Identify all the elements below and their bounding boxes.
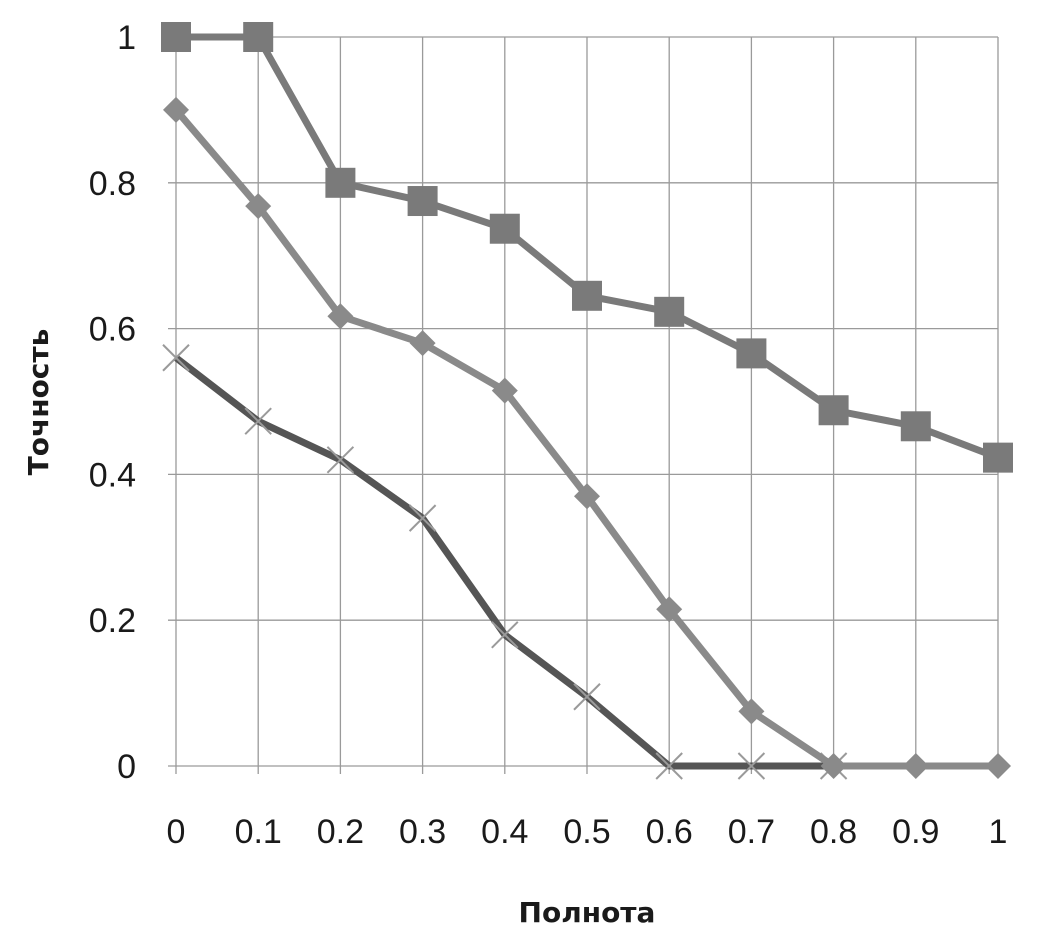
x-tick-label: 0.2 [317,813,364,851]
data-point-diamond [902,753,929,779]
data-point-diamond [656,596,683,623]
x-tick-labels: 0 0.1 0.2 0.3 0.4 0.5 0.6 0.7 0.8 0.9 1 [167,813,1008,851]
y-tick-label: 0.8 [89,165,136,203]
data-point-square [900,411,931,442]
data-point-diamond [327,303,354,330]
x-tick-label: 0 [167,813,186,851]
data-point-x [244,407,272,435]
data-point-square [654,296,685,327]
data-point-diamond [738,698,765,725]
x-axis-title: Полнота [519,896,656,929]
data-point-square [572,280,602,311]
x-tick-label: 0.5 [563,813,610,851]
data-point-x [655,752,683,780]
data-point-square [161,22,191,52]
y-tick-labels: 0 0.2 0.4 0.6 0.8 1 [89,19,136,786]
series-x [162,344,848,780]
data-point-square [736,338,767,369]
x-tick-label: 0.6 [646,813,693,851]
data-point-diamond [820,753,847,779]
x-tick-label: 0.8 [810,813,857,851]
x-tick-label: 0.9 [892,813,939,851]
data-point-diamond [409,330,436,357]
y-tick-label: 0.6 [89,311,136,349]
x-tick-label: 0.3 [399,813,446,851]
x-tick-label: 0.7 [728,813,775,851]
y-tick-label: 0 [117,748,136,786]
data-point-x [326,446,355,474]
data-point-x [162,344,190,372]
data-point-square [325,167,356,198]
data-point-square [983,442,1013,473]
data-point-square [489,213,520,244]
data-point-square [243,22,274,52]
series-square [161,22,1013,473]
series-layer [161,22,1013,780]
y-tick-label: 0.2 [89,602,136,640]
data-point-diamond [491,377,518,404]
data-point-diamond [163,96,189,123]
y-tick-label: 0.4 [89,456,136,494]
data-point-diamond [985,753,1011,779]
data-point-x [573,683,601,711]
data-point-square [407,186,438,217]
series-diamond [163,96,1011,779]
y-axis-title: Точность [22,329,55,476]
x-tick-label: 0.4 [481,813,528,851]
grid [168,36,999,774]
x-tick-label: 1 [989,813,1008,851]
data-point-x [491,621,519,649]
data-point-square [818,395,849,426]
data-point-x [408,504,437,532]
data-point-diamond [245,193,272,220]
y-tick-label: 1 [117,19,136,57]
data-point-diamond [574,483,600,510]
x-tick-label: 0.1 [235,813,282,851]
data-point-x [737,752,766,780]
